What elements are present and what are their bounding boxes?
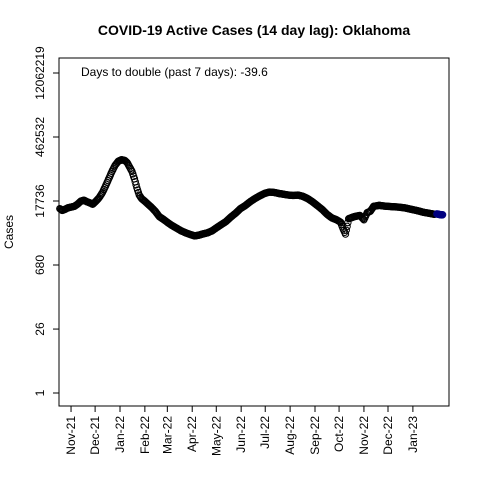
x-tick-label: May-22	[209, 416, 223, 456]
x-tick-label: Jul-22	[258, 416, 272, 449]
data-point	[132, 181, 140, 189]
x-tick-label: Nov-22	[357, 416, 371, 455]
chart-title: COVID-19 Active Cases (14 day lag): Okla…	[98, 22, 410, 38]
y-tick-label: 462532	[33, 117, 47, 157]
y-tick-label: 680	[33, 255, 47, 275]
y-tick-label: 17736	[33, 184, 47, 218]
y-tick-label: 1	[33, 389, 47, 396]
data-point	[438, 211, 447, 219]
x-tick-label: Sep-22	[308, 416, 322, 455]
y-axis-label: Cases	[2, 215, 16, 249]
x-tick-label: Jan-23	[406, 416, 420, 453]
data-point	[122, 158, 131, 166]
x-tick-label: Jan-22	[113, 416, 127, 453]
x-tick-label: Apr-22	[185, 416, 199, 452]
data-points	[56, 156, 447, 240]
x-tick-label: Feb-22	[138, 416, 152, 454]
x-tick-label: Nov-21	[64, 416, 78, 455]
y-tick-label: 12062219	[33, 46, 47, 100]
y-tick-label: 26	[33, 322, 47, 336]
x-axis: Nov-21 Dec-21 Jan-22 Feb-22 Mar-22 Apr-22 May-…	[64, 405, 420, 456]
y-axis: 1 26 680 17736 462532 12062219	[33, 46, 60, 396]
x-tick-label: Dec-21	[88, 416, 102, 455]
x-tick-label: Aug-22	[283, 416, 297, 455]
data-point	[342, 226, 350, 234]
x-tick-label: Jun-22	[234, 416, 248, 453]
data-point	[341, 230, 350, 238]
x-tick-label: Oct-22	[332, 416, 346, 452]
x-tick-label: Mar-22	[160, 416, 174, 454]
data-point	[127, 166, 135, 174]
x-tick-label: Dec-22	[381, 416, 395, 455]
doubling-annotation: Days to double (past 7 days): -39.6	[81, 65, 268, 79]
data-point	[343, 222, 351, 231]
